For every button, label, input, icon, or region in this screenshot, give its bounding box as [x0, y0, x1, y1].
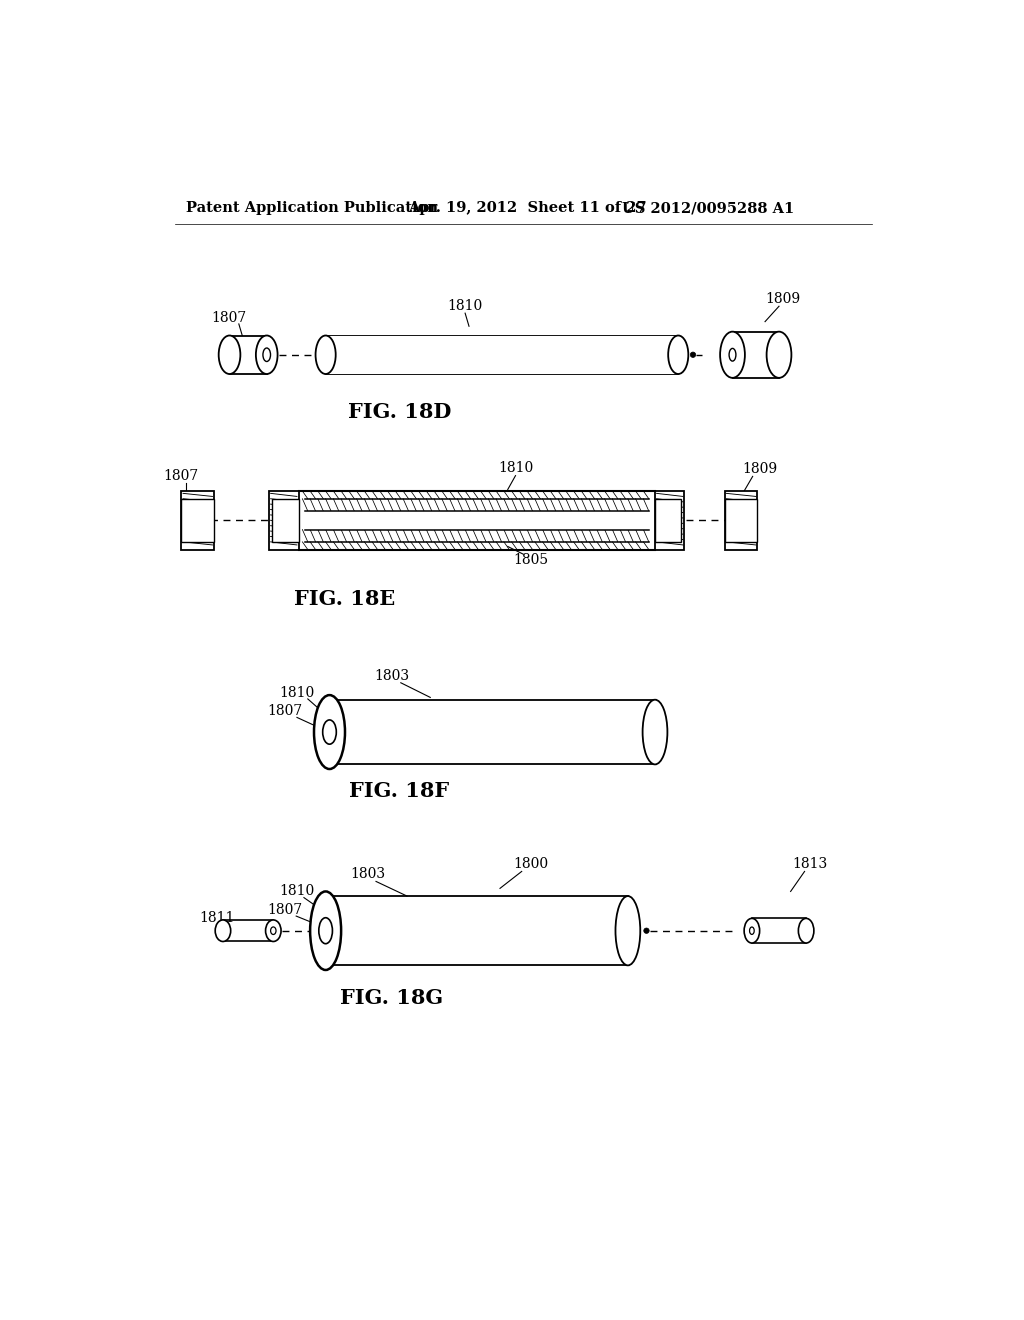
Polygon shape — [326, 896, 628, 965]
Text: Patent Application Publication: Patent Application Publication — [186, 202, 438, 215]
Text: FIG. 18E: FIG. 18E — [294, 589, 395, 609]
Text: 1809: 1809 — [765, 292, 801, 305]
Text: 1813: 1813 — [793, 857, 827, 871]
Text: FIG. 18D: FIG. 18D — [347, 403, 451, 422]
Text: FIG. 18G: FIG. 18G — [340, 987, 443, 1007]
Polygon shape — [655, 491, 684, 549]
Text: 1807: 1807 — [163, 469, 199, 483]
Polygon shape — [326, 335, 678, 374]
Polygon shape — [725, 491, 758, 549]
Ellipse shape — [313, 896, 338, 965]
Ellipse shape — [219, 335, 241, 374]
Ellipse shape — [690, 352, 695, 358]
Ellipse shape — [644, 928, 649, 933]
Polygon shape — [725, 499, 758, 543]
Text: 1810: 1810 — [280, 686, 314, 700]
Ellipse shape — [729, 348, 736, 362]
Ellipse shape — [643, 700, 668, 764]
Ellipse shape — [215, 920, 230, 941]
Polygon shape — [223, 920, 273, 941]
Ellipse shape — [315, 335, 336, 374]
Ellipse shape — [318, 917, 333, 944]
Polygon shape — [181, 499, 214, 543]
Polygon shape — [181, 491, 214, 549]
Polygon shape — [752, 919, 806, 942]
Text: 1807: 1807 — [211, 310, 247, 325]
Polygon shape — [272, 499, 299, 543]
Polygon shape — [229, 335, 266, 374]
Text: FIG. 18F: FIG. 18F — [349, 781, 450, 801]
Ellipse shape — [669, 335, 688, 374]
Ellipse shape — [750, 927, 755, 935]
Text: 1810: 1810 — [280, 884, 314, 899]
Ellipse shape — [314, 696, 345, 770]
Polygon shape — [732, 331, 779, 378]
Ellipse shape — [256, 335, 278, 374]
Ellipse shape — [270, 927, 276, 935]
Text: US 2012/0095288 A1: US 2012/0095288 A1 — [623, 202, 795, 215]
Ellipse shape — [323, 719, 336, 744]
Text: 1810: 1810 — [498, 461, 534, 475]
Ellipse shape — [310, 891, 341, 970]
Ellipse shape — [317, 700, 342, 764]
Ellipse shape — [263, 348, 270, 362]
Ellipse shape — [799, 919, 814, 942]
Text: 1803: 1803 — [374, 669, 409, 682]
Text: 1807: 1807 — [267, 705, 302, 718]
Polygon shape — [305, 511, 649, 529]
Text: Apr. 19, 2012  Sheet 11 of 27: Apr. 19, 2012 Sheet 11 of 27 — [409, 202, 647, 215]
Ellipse shape — [767, 331, 792, 378]
Text: 1803: 1803 — [350, 867, 386, 882]
Ellipse shape — [615, 896, 640, 965]
Text: 1800: 1800 — [513, 857, 549, 871]
Polygon shape — [330, 700, 655, 764]
Text: 1811: 1811 — [200, 911, 234, 925]
Polygon shape — [655, 499, 681, 543]
Ellipse shape — [744, 919, 760, 942]
Text: 1807: 1807 — [267, 903, 302, 917]
Text: 1805: 1805 — [513, 553, 549, 568]
Text: 1810: 1810 — [447, 300, 482, 313]
Text: 1809: 1809 — [742, 462, 777, 475]
Ellipse shape — [265, 920, 281, 941]
Ellipse shape — [720, 331, 744, 378]
Polygon shape — [269, 491, 299, 549]
